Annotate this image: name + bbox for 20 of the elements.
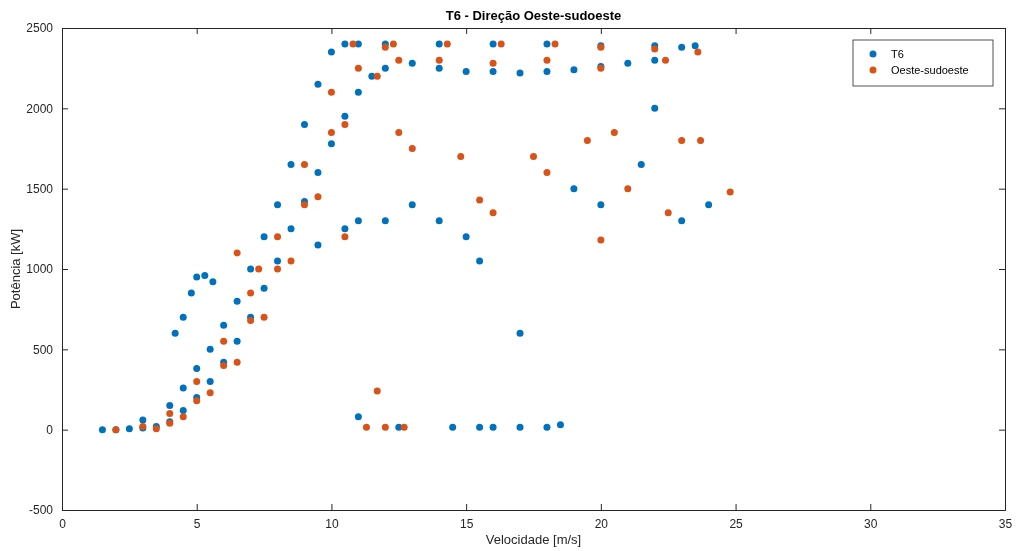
y-tick-label: 500 bbox=[32, 342, 54, 357]
x-tick-label: 5 bbox=[193, 516, 201, 531]
y-tick-label: 1500 bbox=[26, 182, 54, 197]
x-tick-label: 30 bbox=[864, 516, 878, 531]
x-tick-label: 25 bbox=[729, 516, 744, 531]
x-tick-label: 20 bbox=[594, 516, 609, 531]
x-tick-label: 0 bbox=[59, 516, 67, 531]
y-tick-label: 0 bbox=[46, 423, 54, 438]
legend-label: T6 bbox=[891, 48, 904, 60]
y-axis-title: Potência [kW] bbox=[8, 228, 23, 310]
y-tick-label: 1000 bbox=[26, 262, 54, 277]
x-tick-label: 35 bbox=[998, 516, 1013, 531]
legend-label: Oeste-sudoeste bbox=[891, 64, 969, 76]
y-tick-label: -500 bbox=[28, 503, 54, 518]
x-axis-title: Velocidade [m/s] bbox=[485, 532, 582, 547]
y-tick-label: 2000 bbox=[26, 101, 54, 116]
x-tick-label: 10 bbox=[325, 516, 339, 531]
y-tick-label: 2500 bbox=[26, 21, 54, 36]
x-tick-label: 15 bbox=[459, 516, 474, 531]
chart-title: T6 - Direção Oeste-sudoeste bbox=[445, 8, 622, 23]
